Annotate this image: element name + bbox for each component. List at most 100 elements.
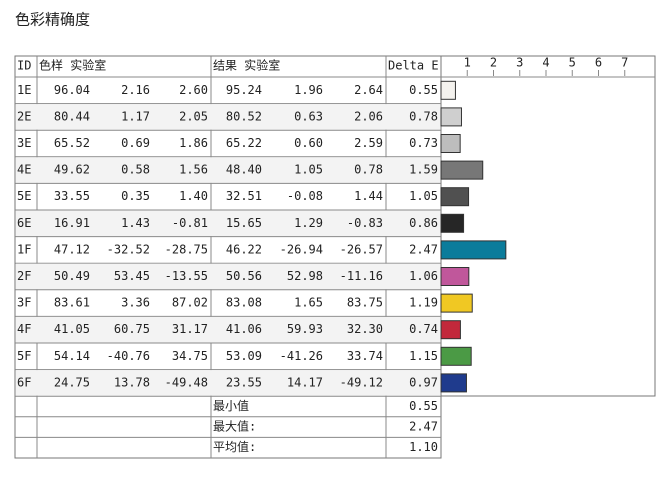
cell: 0.58 <box>121 163 150 177</box>
delta-e: 0.97 <box>409 375 438 389</box>
cell: 48.40 <box>226 163 262 177</box>
cell: 60.75 <box>114 322 150 336</box>
bar <box>440 134 461 153</box>
cell: -26.57 <box>340 242 383 256</box>
cell: -40.76 <box>107 349 150 363</box>
bar <box>440 373 467 393</box>
cell: 41.06 <box>226 322 262 336</box>
cell: 1.86 <box>179 136 208 150</box>
cell: 83.08 <box>226 296 262 310</box>
delta-e: 0.73 <box>409 136 438 150</box>
cell: 33.55 <box>54 189 90 203</box>
cell: 83.61 <box>54 296 90 310</box>
bar <box>440 187 470 207</box>
cell: 53.45 <box>114 269 150 283</box>
summary-value: 2.47 <box>409 420 438 434</box>
cell: 23.55 <box>226 375 262 389</box>
delta-e: 1.59 <box>409 163 438 177</box>
row-id: 1F <box>17 242 31 256</box>
bar <box>440 320 461 340</box>
cell: 33.74 <box>347 349 383 363</box>
x-tick-label: 1 <box>464 56 471 70</box>
cell: -41.26 <box>280 349 323 363</box>
cell: 0.35 <box>121 189 150 203</box>
cell: 80.52 <box>226 109 262 123</box>
cell: 46.22 <box>226 242 262 256</box>
cell: -26.94 <box>280 242 323 256</box>
bar <box>440 80 456 100</box>
cell: 83.75 <box>347 296 383 310</box>
delta-e: 1.05 <box>409 189 438 203</box>
cell: 53.09 <box>226 349 262 363</box>
cell: 0.78 <box>354 163 383 177</box>
cell: 2.05 <box>179 109 208 123</box>
cell: 1.40 <box>179 189 208 203</box>
row-shade <box>16 316 440 343</box>
summary-value: 0.55 <box>409 399 438 413</box>
x-tick-label: 2 <box>490 56 497 70</box>
cell: 1.56 <box>179 163 208 177</box>
delta-e: 0.55 <box>409 83 438 97</box>
cell: 52.98 <box>287 269 323 283</box>
cell: -11.16 <box>340 269 383 283</box>
row-id: 3E <box>17 136 31 150</box>
cell: 3.36 <box>121 296 150 310</box>
column-header: Delta E <box>388 59 439 73</box>
bar <box>440 293 473 313</box>
cell: 24.75 <box>54 375 90 389</box>
cell: 96.04 <box>54 83 90 97</box>
cell: 47.12 <box>54 242 90 256</box>
cell: 1.29 <box>294 216 323 230</box>
delta-e: 1.06 <box>409 269 438 283</box>
row-id: 6F <box>17 375 31 389</box>
bar <box>440 213 465 233</box>
bar <box>440 240 507 260</box>
cell: 34.75 <box>172 349 208 363</box>
column-header: 结果 实验室 <box>213 58 280 73</box>
bar <box>440 267 470 286</box>
cell: 2.06 <box>354 109 383 123</box>
cell: 0.63 <box>294 109 323 123</box>
row-id: 2E <box>17 109 31 123</box>
cell: 54.14 <box>54 349 90 363</box>
summary-label: 平均值: <box>213 439 256 454</box>
cell: 95.24 <box>226 83 262 97</box>
column-header: 色样 实验室 <box>39 58 106 73</box>
row-id: 2F <box>17 269 31 283</box>
cell: 2.64 <box>354 83 383 97</box>
cell: 13.78 <box>114 375 150 389</box>
cell: 15.65 <box>226 216 262 230</box>
row-id: 3F <box>17 296 31 310</box>
bar <box>440 107 462 127</box>
cell: 2.16 <box>121 83 150 97</box>
cell: -49.12 <box>340 375 383 389</box>
x-tick-label: 6 <box>595 56 602 70</box>
cell: 80.44 <box>54 109 90 123</box>
cell: 65.22 <box>226 136 262 150</box>
cell: 1.96 <box>294 83 323 97</box>
row-id: 6E <box>17 216 31 230</box>
row-id: 1E <box>17 83 31 97</box>
cell: 1.43 <box>121 216 150 230</box>
delta-e: 1.19 <box>409 296 438 310</box>
row-shade <box>16 370 440 396</box>
cell: 1.44 <box>354 189 383 203</box>
cell: 32.51 <box>226 189 262 203</box>
cell: 59.93 <box>287 322 323 336</box>
column-header: ID <box>17 59 31 73</box>
cell: -49.48 <box>165 375 208 389</box>
delta-e: 2.47 <box>409 242 438 256</box>
row-shade <box>16 263 440 290</box>
cell: 0.60 <box>294 136 323 150</box>
cell: 1.17 <box>121 109 150 123</box>
cell: 14.17 <box>287 375 323 389</box>
cell: -0.08 <box>287 189 323 203</box>
cell: -0.81 <box>172 216 208 230</box>
cell: 2.59 <box>354 136 383 150</box>
x-tick-label: 3 <box>516 56 523 70</box>
cell: -0.83 <box>347 216 383 230</box>
cell: 65.52 <box>54 136 90 150</box>
cell: -13.55 <box>165 269 208 283</box>
cell: 32.30 <box>347 322 383 336</box>
